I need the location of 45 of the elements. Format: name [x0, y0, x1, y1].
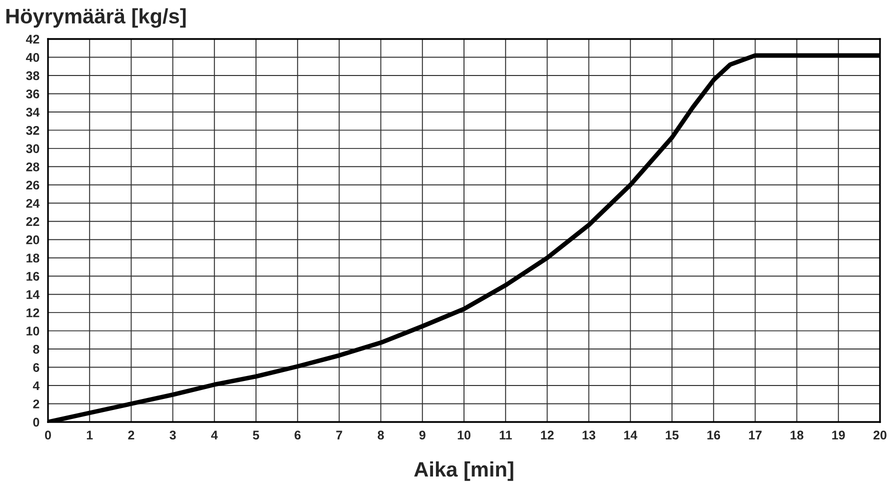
x-tick-label: 15: [666, 430, 679, 440]
y-tick-label: 40: [26, 53, 40, 62]
x-tick-label: 9: [419, 430, 426, 440]
x-tick-label: 8: [378, 430, 384, 440]
x-axis-title: Aika [min]: [414, 461, 514, 481]
y-tick-label: 10: [26, 326, 40, 336]
y-tick-label: 36: [26, 90, 40, 98]
y-tick-label: 4: [32, 381, 40, 390]
y-tick-label: 38: [26, 71, 40, 80]
y-tick-label: 14: [26, 290, 40, 299]
y-tick-label: 6: [33, 363, 40, 372]
y-tick-label: 42: [26, 34, 40, 44]
x-tick-label: 13: [582, 430, 596, 440]
y-tick-label: 16: [26, 272, 40, 281]
x-tick-label: 1: [86, 430, 93, 440]
y-tick-label: 28: [26, 162, 40, 172]
y-tick-label: 24: [26, 198, 40, 208]
x-tick-label: 3: [170, 430, 176, 440]
x-tick-label: 20: [873, 430, 886, 440]
x-tick-label: 2: [128, 430, 134, 440]
y-tick-label: 18: [26, 254, 40, 263]
x-tick-label: 12: [541, 430, 554, 440]
x-tick-label: 17: [749, 430, 762, 440]
x-tick-label: 16: [707, 430, 720, 440]
x-tick-label: 10: [458, 430, 470, 440]
x-tick-label: 6: [294, 430, 301, 440]
x-tick-label: 18: [790, 430, 804, 440]
y-tick-label: 22: [26, 217, 40, 226]
y-tick-label: 32: [26, 126, 40, 135]
y-tick-label: 30: [26, 144, 40, 154]
x-tick-label: 19: [832, 430, 845, 440]
x-tick-label: 0: [45, 430, 51, 440]
y-tick-label: 34: [26, 108, 40, 117]
y-tick-label: 0: [33, 418, 40, 427]
y-tick-label: 8: [33, 344, 40, 354]
x-tick-label: 5: [252, 430, 260, 440]
y-tick-label: 12: [26, 308, 40, 318]
y-tick-label: 2: [33, 400, 40, 408]
x-tick-label: 7: [336, 430, 342, 440]
y-tick-label: 26: [26, 180, 40, 190]
y-tick-label: 20: [26, 235, 40, 244]
x-tick-label: 11: [500, 430, 512, 440]
x-tick-label: 4: [211, 430, 218, 440]
y-axis-title: Höyrymäärä [kg/s]: [6, 8, 186, 28]
x-tick-label: 14: [624, 430, 638, 440]
